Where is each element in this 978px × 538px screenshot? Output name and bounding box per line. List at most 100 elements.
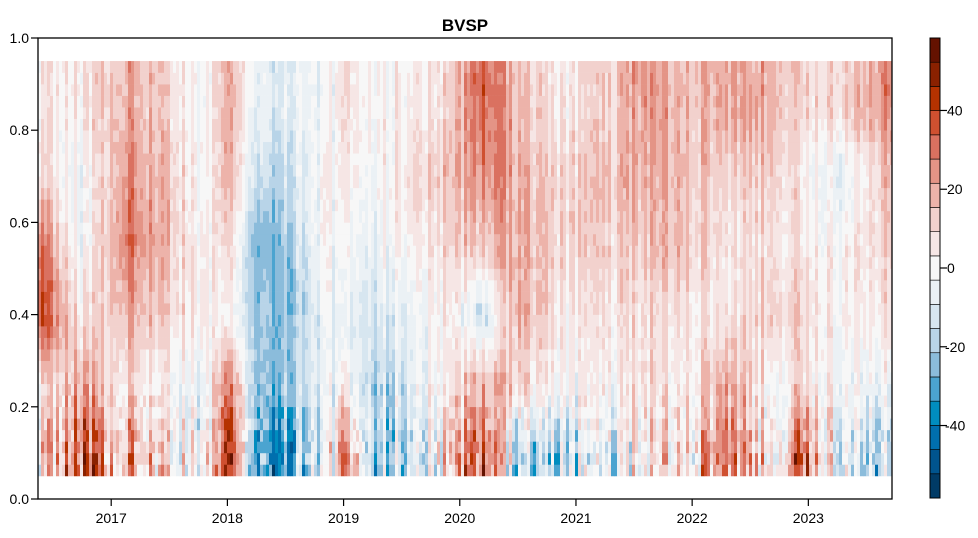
heatmap-cell bbox=[269, 268, 273, 281]
heatmap-cell bbox=[260, 326, 264, 338]
heatmap-cell bbox=[248, 326, 252, 338]
heatmap-cell bbox=[149, 429, 153, 442]
heatmap-cell bbox=[275, 441, 279, 454]
heatmap-cell bbox=[350, 61, 354, 73]
heatmap-cell bbox=[416, 95, 420, 108]
heatmap-cell bbox=[416, 118, 420, 131]
heatmap-cell bbox=[182, 383, 186, 396]
heatmap-cell bbox=[260, 153, 264, 166]
heatmap-cell bbox=[338, 464, 342, 477]
heatmap-cell bbox=[80, 406, 84, 419]
heatmap-cell bbox=[263, 118, 267, 131]
heatmap-cell bbox=[311, 452, 315, 465]
heatmap-cell bbox=[179, 337, 183, 350]
heatmap-cell bbox=[332, 383, 336, 396]
heatmap-cell bbox=[209, 118, 213, 131]
heatmap-cell bbox=[170, 153, 174, 166]
heatmap-cell bbox=[404, 406, 408, 419]
heatmap-cell bbox=[323, 118, 327, 131]
heatmap-cell bbox=[416, 464, 420, 477]
heatmap-cell bbox=[362, 164, 366, 177]
heatmap-cell bbox=[356, 130, 360, 143]
heatmap-cell bbox=[41, 349, 45, 361]
heatmap-cell bbox=[119, 61, 123, 73]
heatmap-cell bbox=[89, 72, 93, 85]
heatmap-cell bbox=[44, 176, 48, 189]
heatmap-cell bbox=[239, 360, 243, 373]
heatmap-cell bbox=[242, 349, 246, 361]
heatmap-cell bbox=[410, 280, 414, 292]
heatmap-cell bbox=[71, 326, 75, 338]
heatmap-cell bbox=[410, 395, 414, 408]
heatmap-cell bbox=[380, 441, 384, 454]
heatmap-cell bbox=[68, 337, 72, 350]
heatmap-cell bbox=[389, 61, 393, 73]
heatmap-cell bbox=[50, 107, 54, 119]
heatmap-cell bbox=[281, 233, 285, 246]
heatmap-cell bbox=[149, 406, 153, 419]
heatmap-cell bbox=[296, 326, 300, 338]
heatmap-cell bbox=[119, 383, 123, 396]
heatmap-cell bbox=[329, 441, 333, 454]
heatmap-cell bbox=[275, 210, 279, 223]
heatmap-cell bbox=[95, 256, 99, 269]
heatmap-cell bbox=[95, 245, 99, 258]
heatmap-cell bbox=[398, 130, 402, 143]
heatmap-cell bbox=[197, 61, 201, 73]
heatmap-cell bbox=[392, 84, 396, 96]
heatmap-cell bbox=[398, 176, 402, 189]
heatmap-cell bbox=[215, 187, 219, 200]
heatmap-cell bbox=[203, 360, 207, 373]
heatmap-cell bbox=[302, 118, 306, 131]
heatmap-cell bbox=[209, 360, 213, 373]
heatmap-cell bbox=[425, 464, 429, 477]
heatmap-cell bbox=[83, 464, 87, 477]
heatmap-cell bbox=[317, 326, 321, 338]
heatmap-cell bbox=[197, 314, 201, 327]
heatmap-cell bbox=[377, 199, 381, 212]
heatmap-cell bbox=[41, 418, 45, 431]
heatmap-cell bbox=[269, 153, 273, 166]
heatmap-cell bbox=[44, 233, 48, 246]
heatmap-cell bbox=[128, 72, 132, 85]
heatmap-cell bbox=[65, 395, 69, 408]
heatmap-cell bbox=[380, 187, 384, 200]
heatmap-cell bbox=[350, 464, 354, 477]
heatmap-cell bbox=[311, 291, 315, 304]
heatmap-cell bbox=[449, 464, 453, 477]
heatmap-cell bbox=[308, 326, 312, 338]
heatmap-cell bbox=[56, 61, 60, 73]
heatmap-cell bbox=[356, 452, 360, 465]
heatmap-cell bbox=[182, 245, 186, 258]
heatmap-cell bbox=[449, 326, 453, 338]
heatmap-cell bbox=[434, 452, 438, 465]
heatmap-cell bbox=[374, 406, 378, 419]
heatmap-cell bbox=[245, 406, 249, 419]
heatmap-cell bbox=[317, 176, 321, 189]
heatmap-cell bbox=[179, 118, 183, 131]
heatmap-cell bbox=[242, 153, 246, 166]
heatmap-cell bbox=[131, 233, 135, 246]
heatmap-cell bbox=[155, 464, 159, 477]
heatmap-cell bbox=[365, 118, 369, 131]
heatmap-cell bbox=[437, 187, 441, 200]
heatmap-cell bbox=[146, 452, 150, 465]
heatmap-cell bbox=[200, 153, 204, 166]
heatmap-cell bbox=[413, 153, 417, 166]
heatmap-cell bbox=[398, 337, 402, 350]
heatmap-cell bbox=[320, 130, 324, 143]
heatmap-cell bbox=[218, 222, 222, 235]
heatmap-cell bbox=[113, 245, 117, 258]
heatmap-cell bbox=[323, 164, 327, 177]
heatmap-cell bbox=[320, 429, 324, 442]
heatmap-cell bbox=[230, 210, 234, 223]
heatmap-cell bbox=[71, 291, 75, 304]
heatmap-cell bbox=[128, 164, 132, 177]
heatmap-cell bbox=[101, 118, 105, 131]
heatmap-cell bbox=[119, 130, 123, 143]
heatmap-cell bbox=[218, 164, 222, 177]
heatmap-cell bbox=[431, 418, 435, 431]
heatmap-cell bbox=[92, 337, 96, 350]
heatmap-cell bbox=[392, 360, 396, 373]
heatmap-cell bbox=[452, 372, 456, 385]
